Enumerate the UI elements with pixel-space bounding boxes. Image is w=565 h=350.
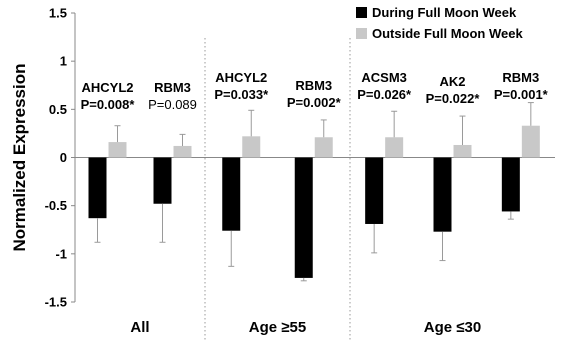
bar-outside	[242, 136, 261, 158]
group-label: Age ≥55	[249, 319, 306, 336]
bar-during	[222, 157, 241, 231]
y-tick-label: 0	[60, 150, 67, 165]
group-label: All	[130, 319, 149, 336]
gene-label: RBM3	[502, 70, 539, 85]
bar-outside	[385, 137, 404, 158]
p-value-label: P=0.001*	[494, 87, 549, 102]
bar-during	[153, 157, 172, 204]
bar-outside	[173, 145, 192, 158]
bar-outside	[108, 142, 127, 158]
bar-during	[501, 157, 520, 212]
p-value-label: P=0.002*	[287, 95, 342, 110]
p-value-label: P=0.089	[148, 97, 197, 112]
legend-swatch-during	[356, 7, 367, 18]
bar-outside	[314, 137, 333, 158]
bar-during	[294, 157, 313, 278]
p-value-label: P=0.026*	[357, 87, 412, 102]
y-axis-label: Normalized Expression	[10, 63, 29, 251]
bar-outside	[453, 144, 472, 158]
y-tick-label: -0.5	[45, 198, 67, 213]
p-value-label: P=0.022*	[426, 91, 481, 106]
bar-during	[365, 157, 384, 224]
bar-outside	[521, 125, 540, 158]
p-value-label: P=0.008*	[81, 97, 136, 112]
gene-label: ACSM3	[361, 70, 407, 85]
p-value-label: P=0.033*	[214, 87, 269, 102]
y-tick-label: 1	[60, 54, 67, 69]
legend-label-outside: Outside Full Moon Week	[372, 26, 523, 41]
legend-label-during: During Full Moon Week	[372, 5, 517, 20]
gene-label: RBM3	[295, 78, 332, 93]
y-tick-label: 1.5	[49, 6, 67, 21]
y-tick-label: -1	[55, 246, 67, 261]
gene-label: AHCYL2	[215, 70, 267, 85]
bar-during	[88, 157, 107, 219]
gene-label: RBM3	[154, 80, 191, 95]
y-tick-label: -1.5	[45, 295, 67, 310]
bar-during	[433, 157, 452, 232]
gene-label: AHCYL2	[81, 80, 133, 95]
gene-label: AK2	[439, 74, 465, 89]
group-label: Age ≤30	[424, 319, 481, 336]
y-tick-label: 0.5	[49, 102, 67, 117]
legend-swatch-outside	[356, 28, 367, 39]
